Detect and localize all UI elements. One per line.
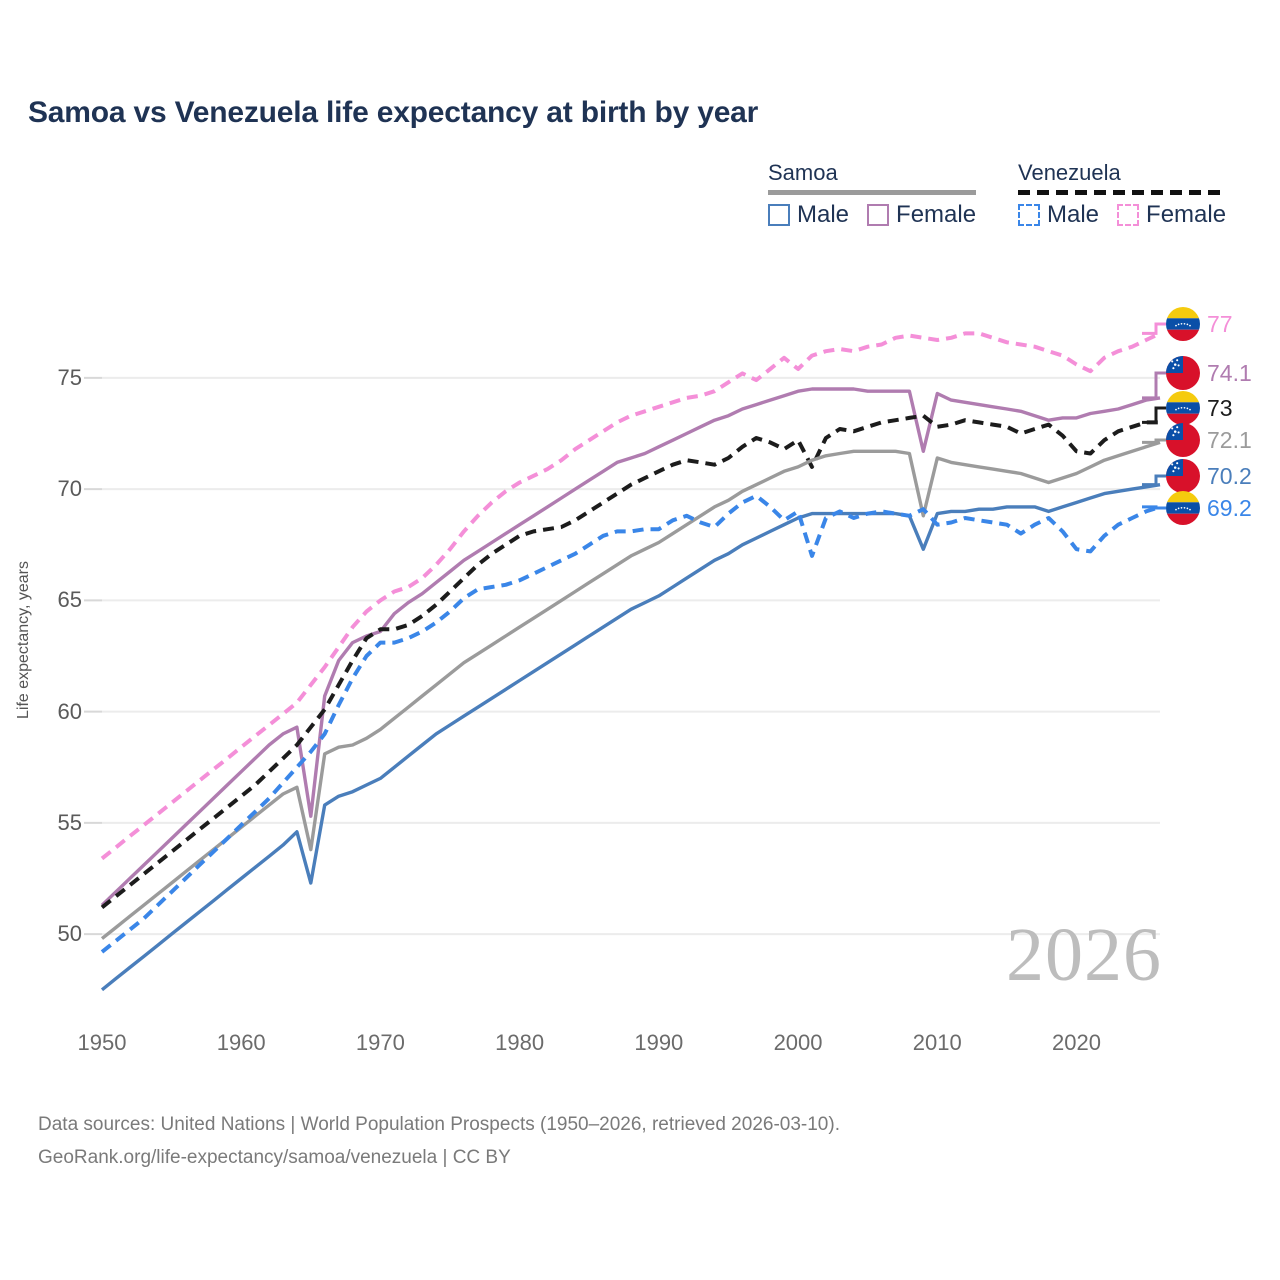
leader-line-5: [1142, 505, 1166, 510]
y-axis-label: Life expectancy, years: [15, 560, 32, 720]
legend-swatch-samoa-male: [768, 204, 790, 226]
y-axis-tick: 75: [57, 364, 82, 390]
y-axis-tick: 65: [57, 587, 82, 613]
x-axis-tick: 2010: [912, 1030, 962, 1055]
x-axis-tick: 1950: [77, 1030, 127, 1055]
legend-rule-venezuela: [1018, 190, 1227, 195]
legend-rule-samoa: [768, 190, 977, 195]
legend-group-samoa: Samoa Male Female: [768, 160, 977, 227]
end-label-1: 74.1: [1166, 356, 1252, 390]
leader-line-2: [1142, 406, 1166, 424]
series-line-5: [100, 493, 1161, 954]
x-axis-tick: 2020: [1051, 1030, 1101, 1055]
samoa-flag-icon: [1166, 459, 1200, 493]
end-label-value: 69.2: [1207, 494, 1252, 521]
end-label-value: 73: [1207, 394, 1233, 421]
legend-item-venezuela-female[interactable]: Female: [1117, 203, 1226, 227]
page-title: Samoa vs Venezuela life expectancy at bi…: [28, 96, 759, 129]
x-axis-tick: 1970: [355, 1030, 405, 1055]
leader-line-4: [1142, 474, 1166, 487]
end-label-3: 72.1: [1166, 423, 1252, 457]
end-label-2: 73: [1166, 391, 1233, 425]
legend-swatch-samoa-female: [867, 204, 890, 226]
end-label-value: 77: [1207, 310, 1233, 337]
leader-line-3: [1142, 438, 1166, 444]
legend-group-venezuela: Venezuela Male Female: [1018, 160, 1227, 227]
end-label-value: 70.2: [1207, 462, 1252, 489]
footer-line-1: Data sources: United Nations | World Pop…: [38, 1114, 840, 1135]
year-watermark: 2026: [1006, 913, 1162, 997]
legend-swatch-venezuela-male: [1018, 204, 1040, 226]
footer-credits: Data sources: United Nations | World Pop…: [38, 1108, 840, 1175]
chart-legend: Samoa Male Female Venezuela Male: [760, 160, 1260, 240]
legend-label-venezuela-male: Male: [1047, 201, 1100, 228]
legend-country-samoa: Samoa: [768, 160, 838, 185]
legend-item-samoa-male[interactable]: Male: [768, 203, 849, 227]
legend-label-samoa-male: Male: [797, 201, 850, 228]
x-axis-tick: 2000: [773, 1030, 823, 1055]
series-line-3: [100, 440, 1161, 940]
samoa-flag-icon: [1166, 423, 1200, 457]
series-line-0: [100, 331, 1161, 861]
venezuela-flag-icon: [1166, 491, 1200, 525]
end-label-value: 74.1: [1207, 359, 1252, 386]
leader-line-1: [1142, 371, 1166, 400]
y-axis-tick: 70: [57, 476, 82, 502]
legend-swatch-venezuela-female: [1117, 204, 1140, 226]
venezuela-flag-icon: [1166, 391, 1200, 425]
legend-label-venezuela-female: Female: [1146, 201, 1227, 228]
y-axis-tick: 60: [57, 698, 82, 724]
series-line-2: [100, 413, 1160, 909]
y-axis-tick: 55: [57, 809, 82, 835]
legend-country-venezuela: Venezuela: [1018, 160, 1121, 185]
legend-item-venezuela-male[interactable]: Male: [1018, 203, 1099, 227]
end-label-5: 69.2: [1166, 491, 1252, 525]
samoa-flag-icon: [1166, 356, 1200, 390]
footer-line-2: GeoRank.org/life-expectancy/samoa/venezu…: [38, 1147, 511, 1169]
series-line-4: [100, 483, 1161, 992]
x-axis-tick: 1980: [495, 1030, 545, 1055]
y-axis-tick: 50: [57, 921, 82, 947]
series-line-1: [100, 387, 1161, 907]
end-label-4: 70.2: [1166, 459, 1252, 493]
x-axis-tick: 1960: [216, 1030, 266, 1055]
legend-item-samoa-female[interactable]: Female: [867, 203, 976, 227]
x-axis-tick: 1990: [634, 1030, 684, 1055]
end-label-value: 72.1: [1207, 426, 1252, 453]
legend-label-samoa-female: Female: [896, 201, 977, 228]
end-label-0: 77: [1166, 307, 1233, 341]
venezuela-flag-icon: [1166, 307, 1200, 341]
leader-line-0: [1142, 322, 1166, 335]
